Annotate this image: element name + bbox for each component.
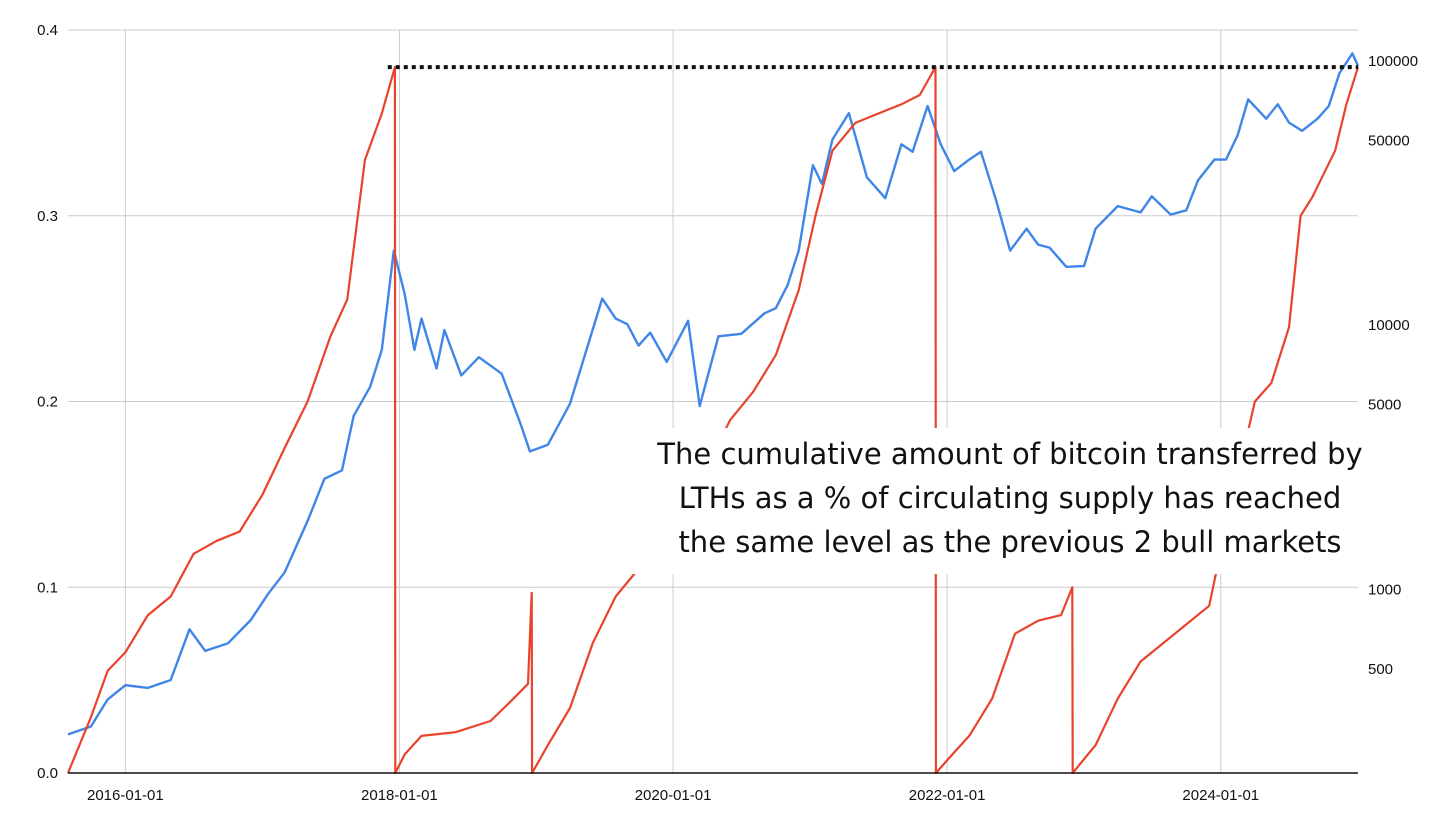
right-axis-tick-labels: 500 1000 5000 10000 50000 100000 xyxy=(1368,53,1418,678)
left-tick-label: 0.1 xyxy=(37,579,58,596)
annotation-line-1: The cumulative amount of bitcoin transfe… xyxy=(657,437,1363,471)
annotation-line-3: the same level as the previous 2 bull ma… xyxy=(678,525,1342,559)
price-series-line xyxy=(67,52,1360,736)
x-tick-label: 2016-01-01 xyxy=(87,787,164,804)
x-tick-label: 2024-01-01 xyxy=(1182,787,1259,804)
gridlines xyxy=(68,29,1358,773)
left-tick-label: 0.0 xyxy=(37,765,58,782)
left-tick-label: 0.4 xyxy=(37,22,58,39)
right-tick-label: 500 xyxy=(1368,661,1393,678)
right-tick-label: 5000 xyxy=(1368,397,1401,414)
x-tick-label: 2022-01-01 xyxy=(909,787,986,804)
left-axis-tick-labels: 0.0 0.1 0.2 0.3 0.4 xyxy=(37,22,58,782)
series-layer xyxy=(66,52,1360,775)
x-axis-tick-labels: 2016-01-01 2018-01-01 2020-01-01 2022-01-01… xyxy=(87,787,1259,804)
x-tick-label: 2018-01-01 xyxy=(361,787,438,804)
right-tick-label: 50000 xyxy=(1368,133,1410,150)
left-tick-label: 0.3 xyxy=(37,208,58,225)
right-tick-label: 100000 xyxy=(1368,53,1418,70)
annotation-line-2: LTHs as a % of circulating supply has re… xyxy=(678,481,1342,515)
left-tick-label: 0.2 xyxy=(37,394,58,411)
transferred-series-line xyxy=(66,65,1360,775)
chart-annotation: The cumulative amount of bitcoin transfe… xyxy=(630,428,1390,574)
right-tick-label: 1000 xyxy=(1368,581,1401,598)
right-tick-label: 10000 xyxy=(1368,317,1410,334)
x-tick-label: 2020-01-01 xyxy=(635,787,712,804)
